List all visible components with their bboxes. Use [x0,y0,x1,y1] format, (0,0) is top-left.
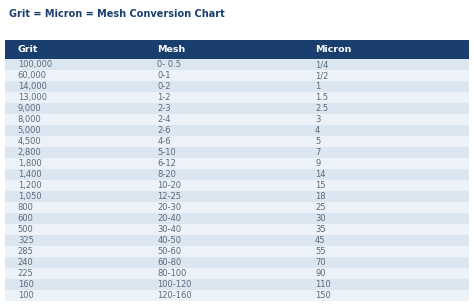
Text: 10-20: 10-20 [157,181,181,190]
Bar [5,125,469,136]
Text: 150: 150 [315,291,331,300]
Text: 0- 0.5: 0- 0.5 [157,60,181,70]
Text: 120-160: 120-160 [157,291,192,300]
Text: 20-40: 20-40 [157,214,181,223]
Text: 100-120: 100-120 [157,280,191,289]
Text: 25: 25 [315,203,326,212]
Text: Micron: Micron [315,45,352,54]
Bar [5,59,469,70]
Text: 2,800: 2,800 [18,148,42,157]
Bar [5,235,469,246]
Text: 14,000: 14,000 [18,82,47,92]
Text: 3: 3 [315,115,320,124]
Text: 2-3: 2-3 [157,104,171,113]
Text: 50-60: 50-60 [157,247,181,256]
Text: 500: 500 [18,225,34,234]
Bar [5,103,469,114]
Text: 325: 325 [18,236,34,245]
Text: 13,000: 13,000 [18,93,47,102]
Text: 6-12: 6-12 [157,159,176,168]
Text: 2-6: 2-6 [157,126,171,135]
Text: 0-1: 0-1 [157,71,171,81]
Bar [5,147,469,158]
Text: 60-80: 60-80 [157,258,182,267]
Text: 110: 110 [315,280,331,289]
Text: 14: 14 [315,170,326,179]
Text: 90: 90 [315,269,326,278]
Text: 30: 30 [315,214,326,223]
Text: 70: 70 [315,258,326,267]
Text: 1.5: 1.5 [315,93,328,102]
Text: 160: 160 [18,280,34,289]
Bar [5,290,469,301]
Bar [5,180,469,191]
Text: 1-2: 1-2 [157,93,171,102]
Bar [5,81,469,92]
Bar [5,191,469,202]
Text: 7: 7 [315,148,320,157]
Text: 45: 45 [315,236,326,245]
Text: Grit = Micron = Mesh Conversion Chart: Grit = Micron = Mesh Conversion Chart [9,9,225,19]
Text: 240: 240 [18,258,34,267]
Bar [5,136,469,147]
Text: 2.5: 2.5 [315,104,328,113]
Text: 9,000: 9,000 [18,104,41,113]
Text: 4-6: 4-6 [157,137,171,146]
Bar [5,92,469,103]
Text: Mesh: Mesh [157,45,185,54]
Text: 4,500: 4,500 [18,137,41,146]
Text: 2-4: 2-4 [157,115,171,124]
Text: 5,000: 5,000 [18,126,41,135]
Text: 1,200: 1,200 [18,181,41,190]
Text: 100,000: 100,000 [18,60,52,70]
Text: 5-10: 5-10 [157,148,176,157]
Bar [5,114,469,125]
Bar [5,246,469,257]
Bar [5,40,469,59]
Bar [5,224,469,235]
Text: 600: 600 [18,214,34,223]
Text: 100: 100 [18,291,34,300]
Text: 8-20: 8-20 [157,170,176,179]
Bar [5,202,469,213]
Text: 1/2: 1/2 [315,71,328,81]
Text: 0-2: 0-2 [157,82,171,92]
Text: 12-25: 12-25 [157,192,181,201]
Text: 8,000: 8,000 [18,115,42,124]
Text: 4: 4 [315,126,320,135]
Bar [5,169,469,180]
Bar [5,70,469,81]
Text: 1: 1 [315,82,320,92]
Text: Grit: Grit [18,45,38,54]
Text: 1,800: 1,800 [18,159,42,168]
Text: 80-100: 80-100 [157,269,187,278]
Text: 20-30: 20-30 [157,203,181,212]
Bar [5,268,469,279]
Text: 40-50: 40-50 [157,236,181,245]
Text: 800: 800 [18,203,34,212]
Text: 60,000: 60,000 [18,71,47,81]
Bar [5,213,469,224]
Text: 18: 18 [315,192,326,201]
Bar [5,257,469,268]
Bar [5,158,469,169]
Text: 30-40: 30-40 [157,225,181,234]
Text: 1,050: 1,050 [18,192,41,201]
Text: 285: 285 [18,247,34,256]
Text: 1,400: 1,400 [18,170,41,179]
Text: 5: 5 [315,137,320,146]
Text: 1/4: 1/4 [315,60,328,70]
Text: 15: 15 [315,181,326,190]
Text: 35: 35 [315,225,326,234]
Text: 9: 9 [315,159,320,168]
Text: 55: 55 [315,247,326,256]
Text: 225: 225 [18,269,34,278]
Bar [5,279,469,290]
